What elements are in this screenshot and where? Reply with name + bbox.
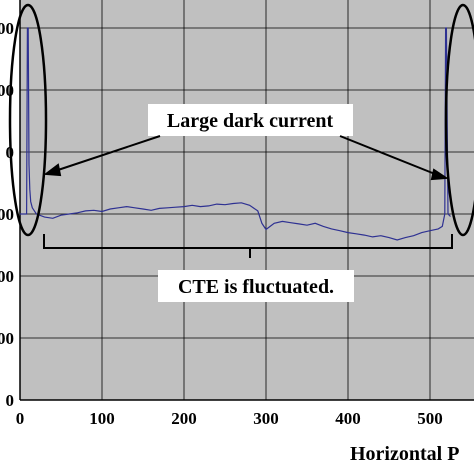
x-tick-label: 500 [417, 409, 443, 428]
x-tick-label: 100 [89, 409, 115, 428]
x-tick-labels: 0 100 200 300 400 500 [16, 409, 443, 428]
large-dark-current-label: Large dark current [167, 110, 334, 132]
cte-label: CTE is fluctuated. [178, 276, 334, 298]
series-line [20, 27, 451, 241]
x-axis-label: Horizontal P [350, 443, 459, 465]
y-tick-label: 00 [0, 267, 14, 286]
x-tick-label: 200 [171, 409, 197, 428]
plot-area [20, 0, 474, 400]
right-highlight-ellipse [444, 3, 474, 237]
large-dark-current-box [148, 104, 353, 136]
y-tick-label: 0 [6, 391, 15, 410]
x-tick-label: 0 [16, 409, 25, 428]
dark-current-arrows [43, 135, 449, 181]
x-tick-label: 400 [335, 409, 361, 428]
cte-label-box [158, 270, 354, 302]
x-tick-label: 300 [253, 409, 279, 428]
left-highlight-ellipse [8, 3, 48, 237]
y-tick-label: 00 [0, 329, 14, 348]
y-tick-label: 00 [0, 19, 14, 38]
grid-lines [19, 0, 474, 401]
cte-bracket [43, 234, 453, 258]
y-tick-label: 00 [0, 205, 14, 224]
